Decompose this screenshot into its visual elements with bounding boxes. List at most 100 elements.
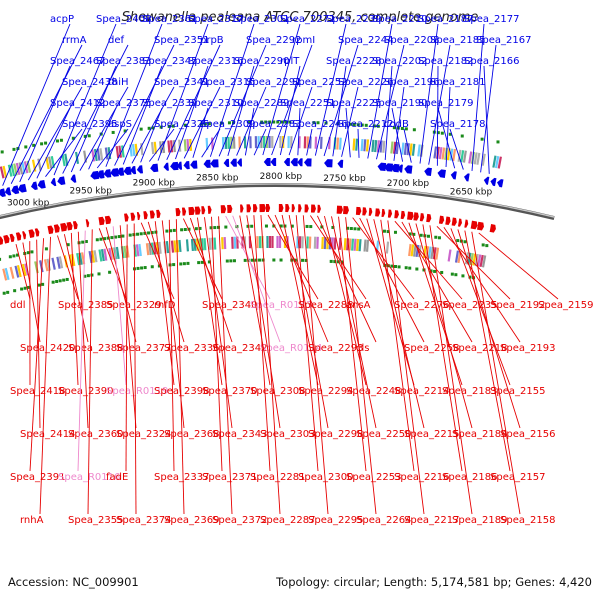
forward-gene-arrow [96,170,105,179]
cog-block [90,250,96,263]
cog-block [172,140,176,153]
gene-leader-line [253,215,271,472]
gene-leader-line [182,218,223,300]
gene-label: Spea_2315 [200,77,255,88]
marker-dot [140,266,144,270]
marker-dot [279,224,283,228]
gene-label: Spea_2216 [394,472,449,483]
marker-dot [24,145,28,149]
gene-leader-line [401,221,473,343]
marker-dot [496,140,500,144]
marker-dot [65,277,69,281]
cog-block [409,143,413,156]
forward-gene-arrow [37,179,46,189]
cog-block [14,265,20,278]
marker-dot [480,137,484,141]
marker-dot [81,240,85,244]
reverse-gene-arrow [407,211,414,221]
cog-block [449,148,454,161]
gene-label: Spea_2369 [164,515,219,526]
gene-leader-line [175,219,185,515]
gene-label: Spea_2383 [96,56,151,67]
cog-block [51,257,56,270]
forward-gene-arrow [337,159,344,168]
gene-label: Spea_2291 [246,77,301,88]
marker-dot [13,289,17,293]
marker-dot [408,232,412,236]
cog-block [371,139,375,152]
marker-dot [324,121,328,125]
gene-leader-line [192,107,209,158]
gene-label: rpmI [292,35,315,46]
forward-gene-arrow [57,176,66,185]
gene-label: rnhA [20,515,44,526]
gene-leader-line [359,217,425,343]
gene-label: Spea_2317 [188,14,243,25]
marker-dot [111,130,115,134]
gene-leader-line [428,44,451,165]
cog-block [61,154,66,167]
marker-dot [30,250,34,254]
cog-block [0,166,5,179]
gene-leader-line [70,232,79,386]
gene-leader-line [376,44,405,160]
cog-block [338,137,342,150]
forward-gene-arrow [110,168,119,177]
marker-dot [147,231,151,235]
marker-dot [400,126,404,130]
gene-leader-line [204,217,233,429]
marker-dot [87,134,91,138]
marker-dot [348,122,352,126]
cog-block [403,142,408,155]
position-tick-label: 2800 kbp [260,172,303,182]
marker-dot [203,122,207,126]
marker-dot [279,258,283,262]
marker-dot [169,229,173,233]
cog-block [379,140,383,153]
gene-label: Spea_2377 [116,343,171,354]
cog-block [31,159,37,172]
genome-backbone [0,183,555,221]
gene-leader-line [450,228,511,386]
forward-gene-arrow [297,158,303,167]
marker-dot [139,127,143,131]
marker-dot [84,240,88,244]
cog-block [395,141,400,155]
marker-dot [426,234,430,238]
cog-block [473,152,478,165]
cog-block [321,236,324,250]
cog-block [21,263,27,277]
marker-dot [264,224,268,228]
cog-block [365,139,370,152]
gene-leader-line [457,229,521,429]
marker-dot [440,270,444,274]
reverse-gene-arrow [464,219,469,228]
marker-dot [331,225,335,229]
gene-leader-line [436,65,439,166]
cog-block [148,242,152,255]
cog-block [213,237,217,250]
gene-label: Spea_2158 [500,515,555,526]
cog-block [481,153,486,166]
marker-dot [320,225,324,229]
gene-leader-line [366,218,415,386]
marker-dot [99,237,103,241]
gene-leader-line [443,227,521,343]
marker-dot [250,224,254,228]
gene-label: Spea_2295 [308,515,363,526]
gene-label: Spea_2187 [418,14,473,25]
position-tick-label: 2700 kbp [387,179,430,189]
reverse-gene-arrow [0,236,4,245]
gene-label: Spea_2184 [452,429,507,440]
gene-label: Spea_2155 [490,386,545,397]
gene-leader-line [45,128,83,177]
forward-gene-arrow [263,158,271,167]
forward-gene-arrow [30,181,38,190]
gene-label: Spea_2355 [68,515,123,526]
gene-leader-line [314,23,347,156]
gene-label: Spea_2156 [500,429,555,440]
gene-label: Spea_2388 [68,343,123,354]
marker-dot [336,122,340,126]
cog-block [123,245,128,258]
cog-block [185,239,190,252]
